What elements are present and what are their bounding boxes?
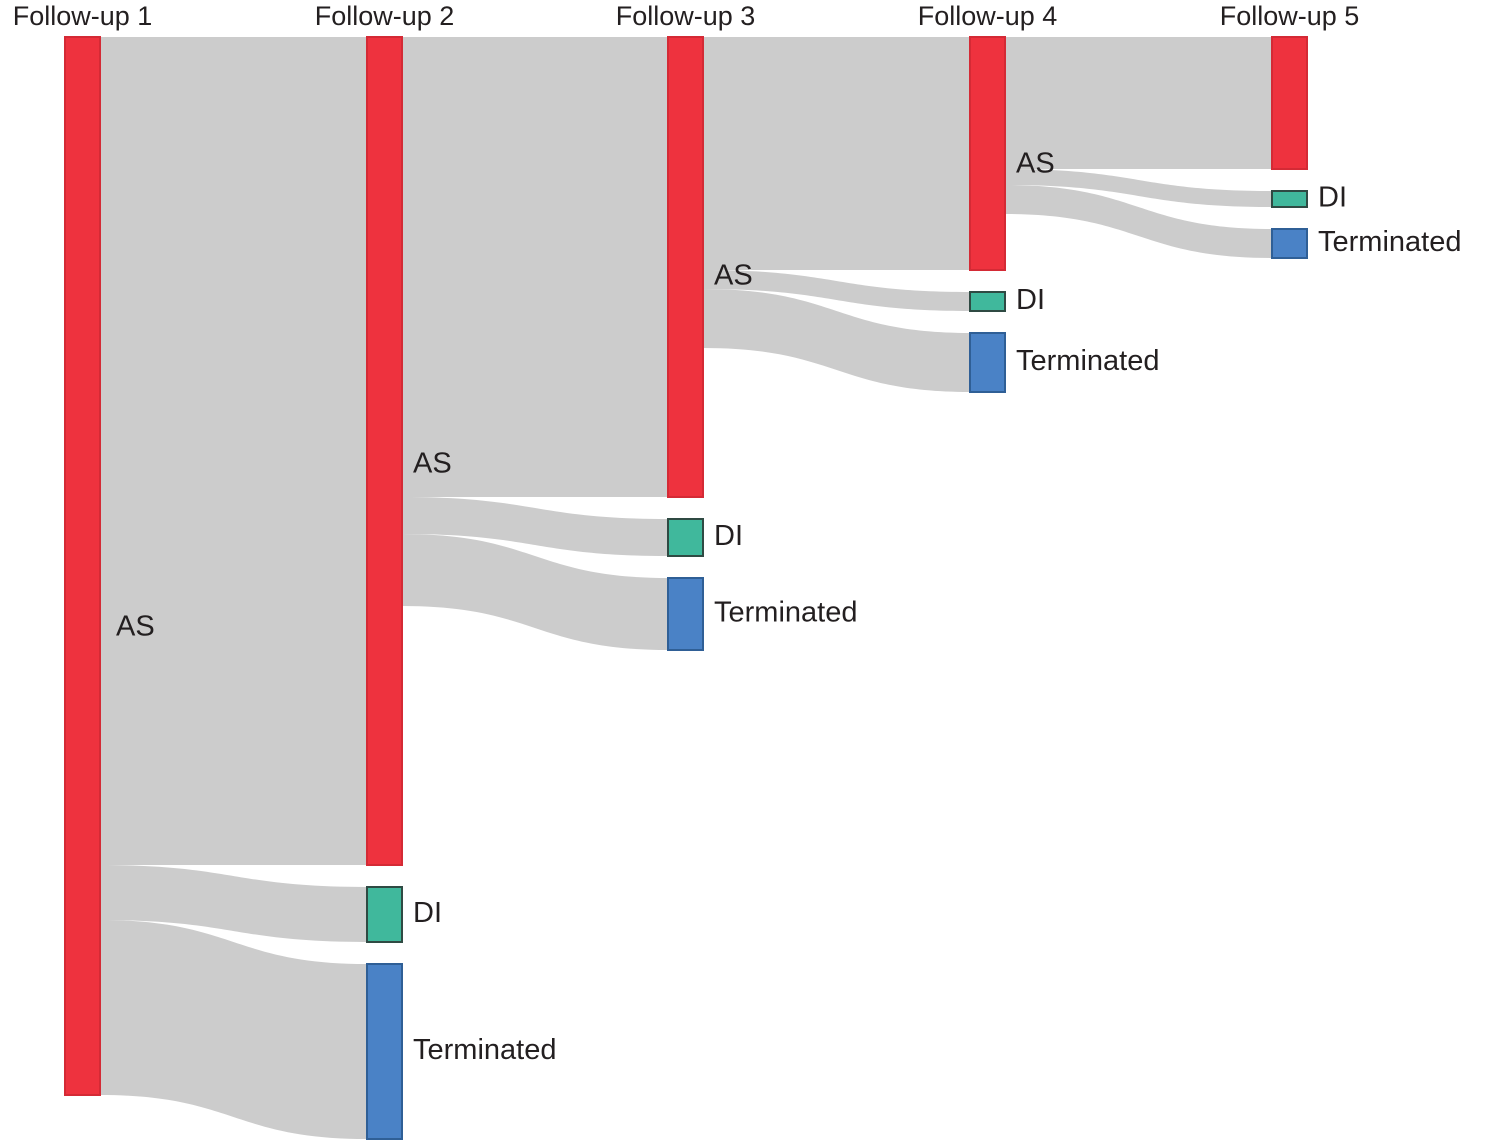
node-fu3_AS	[667, 36, 704, 498]
node-fu3_Terminated	[667, 577, 704, 651]
node-fu1_AS	[64, 36, 101, 1096]
column-titles: Follow-up 1 Follow-up 2 Follow-up 3 Follow-…	[13, 1, 1360, 31]
node-label-fu1_AS: AS	[116, 611, 155, 643]
node-fu5_DI	[1271, 190, 1308, 208]
column-title-2: Follow-up 2	[315, 1, 455, 31]
node-label-fu5_DI: DI	[1318, 182, 1347, 214]
link-fu3_AS-to-fu4_Terminated	[703, 289, 970, 392]
column-title-1: Follow-up 1	[13, 1, 153, 31]
node-fu5_AS	[1271, 36, 1308, 170]
labels-layer: AS AS DI Terminated AS DI Terminated AS DI Termin…	[116, 148, 1461, 1067]
node-label-fu4_Terminated: Terminated	[1016, 345, 1159, 377]
column-title-4: Follow-up 4	[918, 1, 1058, 31]
node-label-fu3_Terminated: Terminated	[714, 597, 857, 629]
link-fu1_AS-to-fu2_AS	[100, 37, 367, 865]
column-title-3: Follow-up 3	[616, 1, 756, 31]
node-label-fu2_DI: DI	[413, 897, 442, 929]
node-fu4_Terminated	[969, 332, 1006, 393]
link-fu2_AS-to-fu3_DI	[402, 497, 668, 556]
node-label-fu2_AS: AS	[413, 448, 452, 480]
link-fu3_AS-to-fu4_DI	[703, 270, 970, 311]
link-fu1_AS-to-fu2_DI	[100, 865, 367, 942]
link-fu2_AS-to-fu3_Terminated	[402, 534, 668, 650]
node-label-fu4_AS: AS	[1016, 148, 1055, 180]
node-fu2_Terminated	[366, 963, 403, 1140]
node-fu2_DI	[366, 886, 403, 943]
link-fu2_AS-to-fu3_AS	[402, 37, 668, 497]
node-label-fu3_AS: AS	[714, 260, 753, 292]
nodes-layer	[64, 36, 1308, 1140]
node-label-fu5_Terminated: Terminated	[1318, 226, 1461, 258]
node-label-fu3_DI: DI	[714, 520, 743, 552]
link-fu1_AS-to-fu2_Terminated	[100, 920, 367, 1139]
link-fu3_AS-to-fu4_AS	[703, 37, 970, 270]
node-fu4_AS	[969, 36, 1006, 271]
link-fu4_AS-to-fu5_DI	[1005, 169, 1272, 207]
link-fu4_AS-to-fu5_AS	[1005, 37, 1272, 169]
node-fu5_Terminated	[1271, 228, 1308, 259]
node-fu3_DI	[667, 518, 704, 557]
node-fu4_DI	[969, 291, 1006, 312]
link-fu4_AS-to-fu5_Terminated	[1005, 185, 1272, 258]
column-title-5: Follow-up 5	[1220, 1, 1360, 31]
node-label-fu2_Terminated: Terminated	[413, 1034, 556, 1066]
node-fu2_AS	[366, 36, 403, 866]
links-layer	[100, 37, 1272, 1139]
node-label-fu4_DI: DI	[1016, 284, 1045, 316]
